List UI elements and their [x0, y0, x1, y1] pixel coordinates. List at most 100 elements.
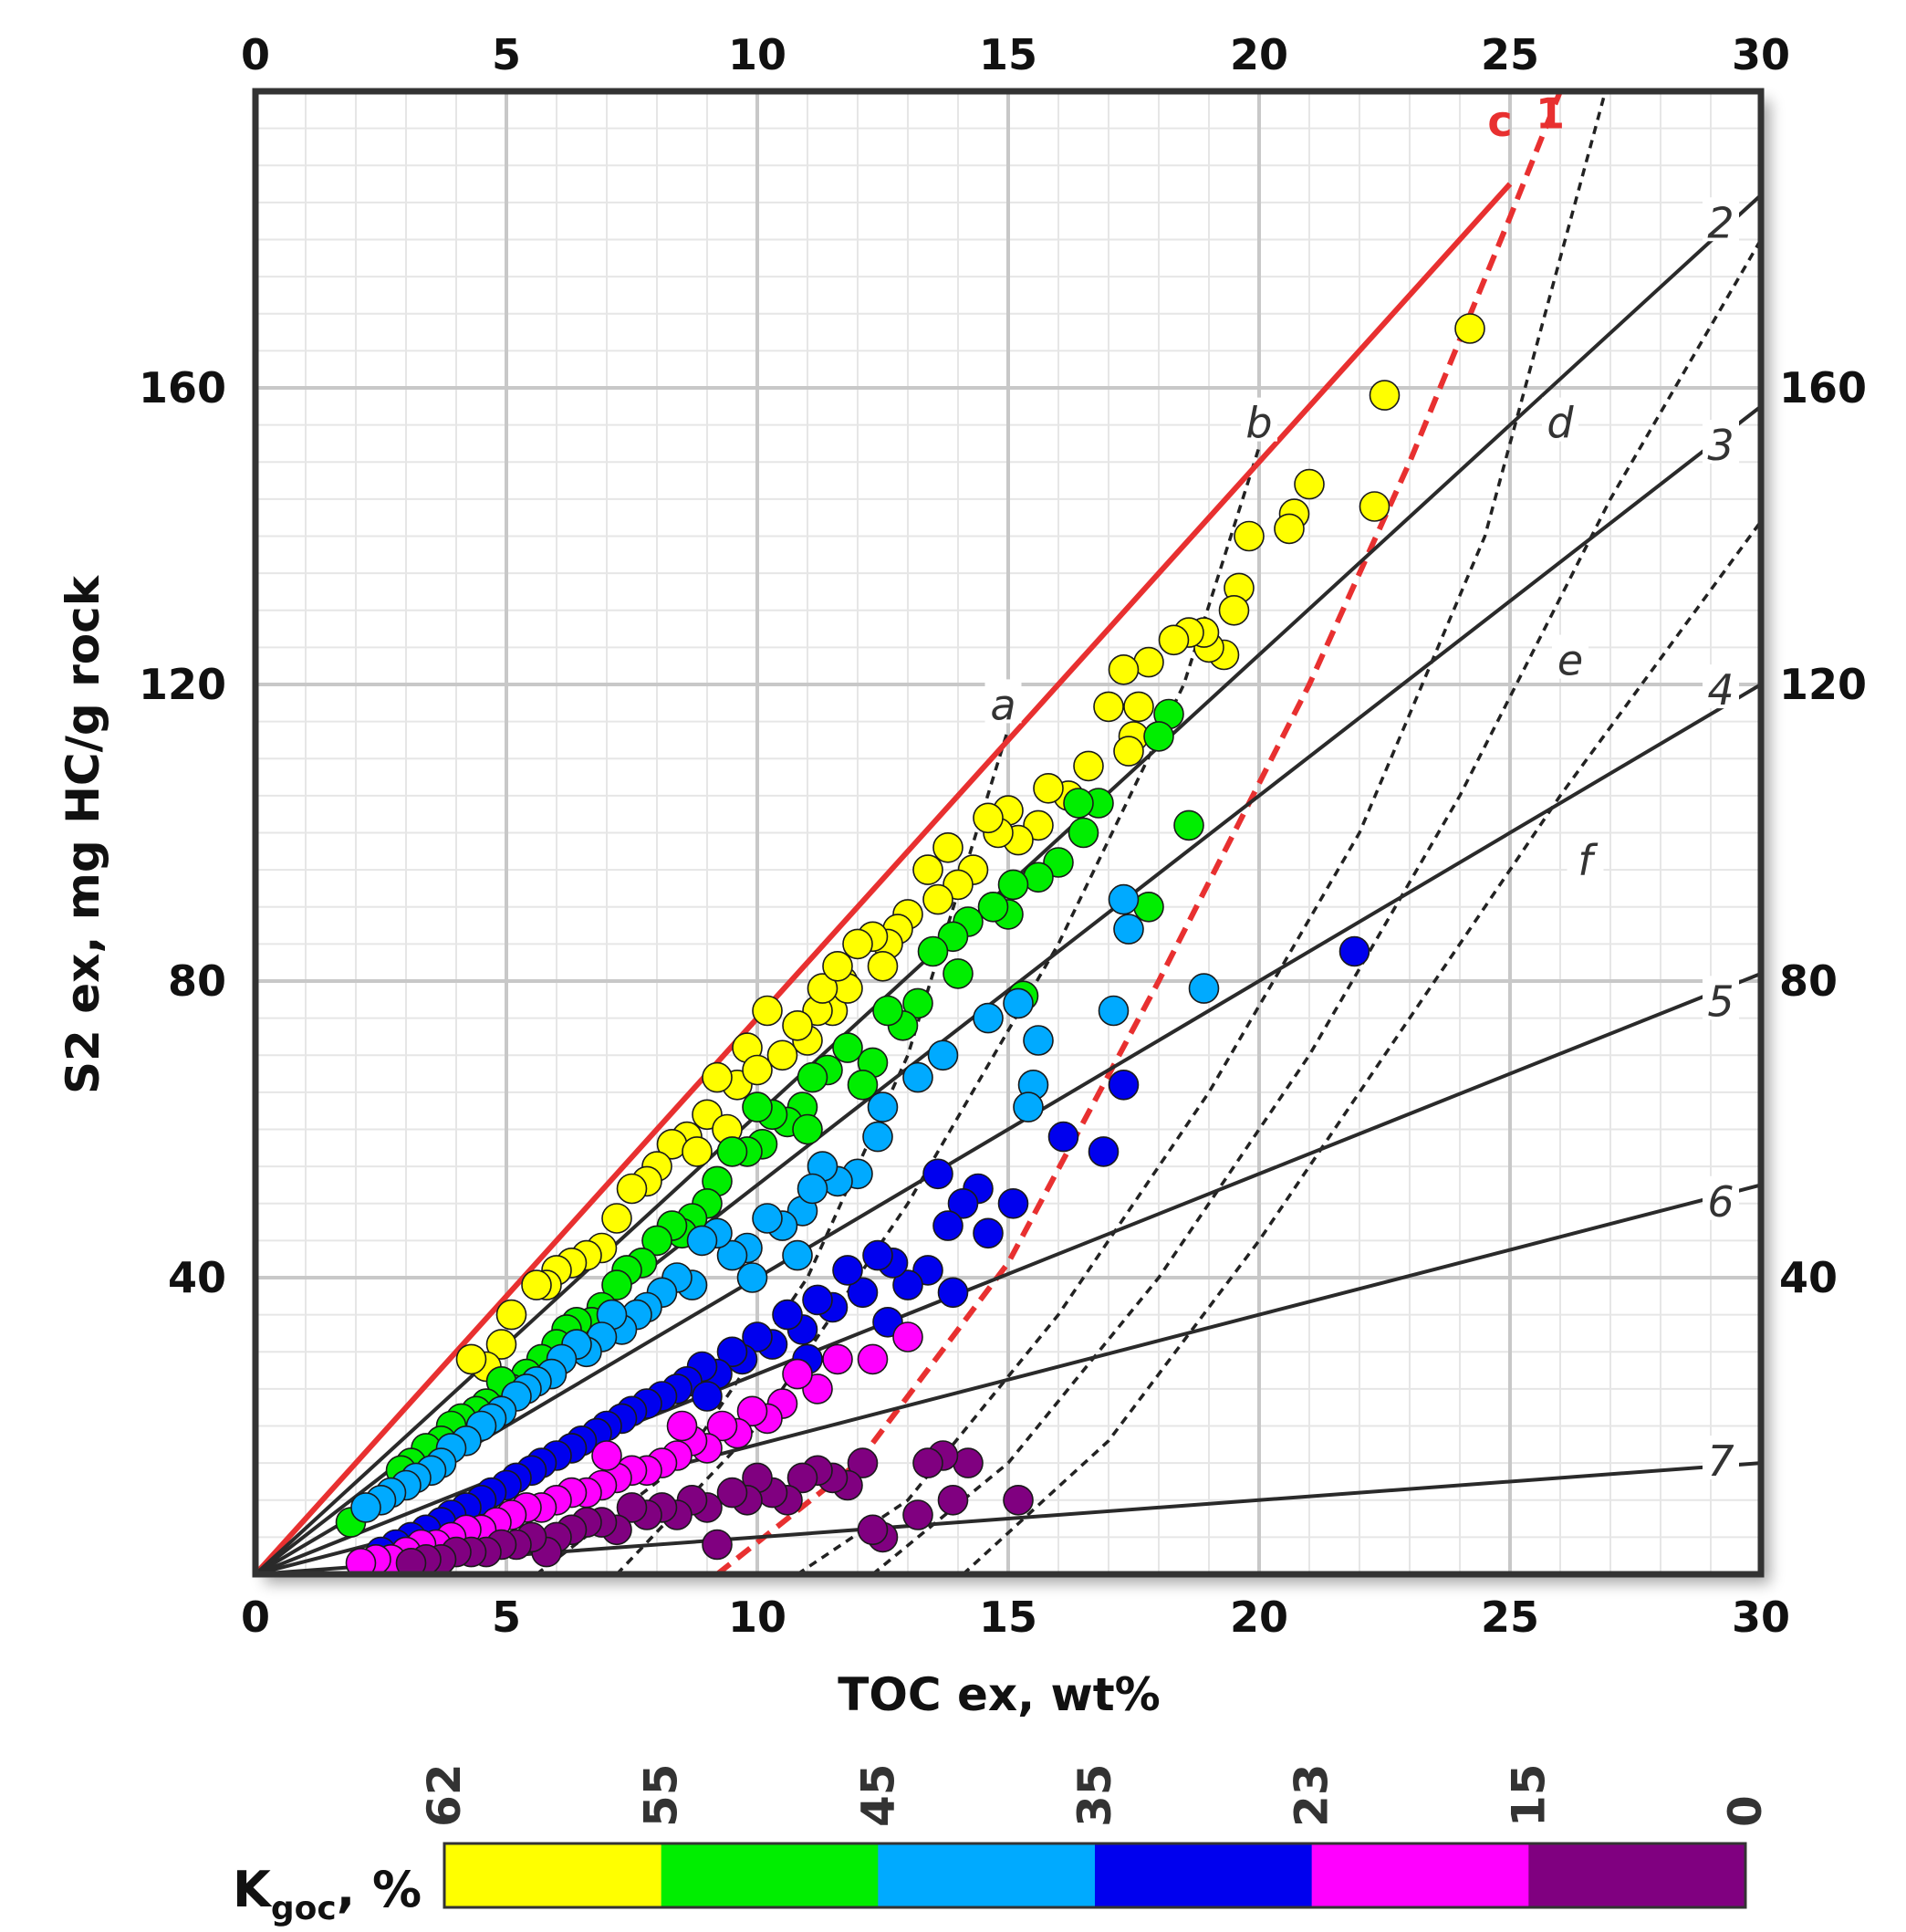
- y-tick-right-80: 80: [1779, 956, 1838, 1006]
- colorbar-tick-0: 0: [1719, 1795, 1772, 1827]
- colorbar-segment-5: [1528, 1843, 1746, 1907]
- data-point-23-15-33: [345, 1548, 377, 1574]
- line-label-5: 5: [1707, 976, 1734, 1026]
- data-point-15-0-2: [937, 1485, 969, 1516]
- colorbar-tick-35: 35: [1068, 1763, 1121, 1827]
- data-point-55-45-57: [943, 958, 974, 989]
- data-point-45-35-50: [736, 1262, 768, 1293]
- data-point-45-35-2: [1113, 914, 1144, 945]
- data-point-62-55-15: [1123, 691, 1154, 723]
- line-label-d: d: [1547, 399, 1574, 448]
- data-point-15-0-4: [912, 1447, 943, 1478]
- line-label-7: 7: [1707, 1436, 1734, 1486]
- data-point-62-55-3: [1294, 468, 1325, 500]
- data-point-45-35-11: [867, 1091, 899, 1123]
- data-point-45-35-0: [1188, 973, 1220, 1004]
- data-point-62-55-30: [912, 854, 943, 885]
- colorbar-tick-62: 62: [418, 1763, 471, 1827]
- y-tick-left-160: 160: [139, 363, 226, 413]
- colorbar-segment-4: [1311, 1843, 1529, 1907]
- x-tick-bottom-0: 0: [241, 1593, 270, 1642]
- colorbar-label-sub: goc: [271, 1890, 337, 1927]
- data-point-35-23-53: [937, 1277, 969, 1309]
- data-point-62-55-0: [1454, 313, 1485, 344]
- line-label-a: a: [990, 680, 1015, 729]
- data-point-45-35-8: [973, 1002, 1004, 1034]
- dashed-curve-c: [715, 91, 1563, 1574]
- y-tick-right-40: 40: [1779, 1253, 1838, 1302]
- data-point-35-23-19: [772, 1299, 803, 1331]
- data-point-62-55-62: [495, 1299, 527, 1331]
- data-point-55-45-6: [1063, 788, 1094, 819]
- data-point-55-45-20: [832, 1032, 863, 1063]
- line-label-bg: [1703, 1175, 1739, 1220]
- y-tick-right-120: 120: [1779, 660, 1867, 709]
- data-point-62-55-29: [932, 831, 963, 863]
- solid-line-4: [255, 683, 1761, 1574]
- data-point-62-55-68: [742, 1054, 773, 1086]
- data-point-23-15-35: [591, 1440, 622, 1471]
- data-point-23-15-9: [706, 1410, 738, 1442]
- data-point-45-35-17: [752, 1203, 783, 1234]
- x-tick-top-15: 15: [979, 30, 1037, 79]
- line-label-bg: [1552, 634, 1588, 679]
- data-point-45-35-48: [350, 1492, 381, 1523]
- data-point-35-23-1: [1108, 1070, 1140, 1101]
- data-point-35-23-52: [692, 1381, 723, 1412]
- data-point-45-35-9: [927, 1039, 959, 1071]
- y-axis-title: S2 ex, mg HC/g rock: [57, 574, 109, 1094]
- data-point-15-0-17: [716, 1477, 748, 1509]
- data-point-62-55-42: [822, 951, 853, 982]
- colorbar-segment-1: [661, 1843, 879, 1907]
- data-point-23-15-1: [857, 1343, 889, 1375]
- colorbar-tick-45: 45: [851, 1763, 904, 1827]
- data-point-55-45-17: [872, 995, 903, 1027]
- data-point-35-23-4: [997, 1188, 1029, 1219]
- x-tick-bottom-5: 5: [492, 1593, 521, 1642]
- line-label-e: e: [1557, 636, 1583, 685]
- data-point-15-0-12: [786, 1462, 818, 1494]
- data-point-55-45-14: [917, 935, 949, 967]
- solid-line-1: [255, 182, 1513, 1574]
- colorbar-label: Kgoc, %: [233, 1861, 422, 1927]
- data-point-62-55-6: [1234, 520, 1265, 552]
- data-point-23-15-4: [782, 1358, 813, 1390]
- data-point-62-55-71: [973, 802, 1004, 834]
- x-tick-top-25: 25: [1481, 30, 1539, 79]
- data-point-23-15-0: [892, 1321, 923, 1352]
- data-point-45-35-51: [797, 1173, 828, 1205]
- colorbar-frame: [443, 1842, 1747, 1909]
- data-point-45-35-3: [1098, 995, 1130, 1027]
- data-point-62-55-17: [1093, 691, 1124, 723]
- data-point-45-35-52: [862, 1121, 893, 1153]
- x-tick-top-5: 5: [492, 30, 521, 79]
- data-point-62-55-35: [842, 928, 873, 960]
- data-point-62-55-16: [1108, 653, 1140, 685]
- data-point-62-55-8: [1218, 594, 1250, 626]
- data-point-35-23-7: [947, 1188, 979, 1219]
- data-point-35-23-11: [892, 1269, 923, 1300]
- data-point-55-45-11: [977, 891, 1009, 923]
- y-tick-right-160: 160: [1779, 363, 1867, 413]
- x-tick-bottom-25: 25: [1481, 1593, 1539, 1642]
- data-point-45-35-19: [716, 1239, 748, 1271]
- data-point-35-23-0: [1338, 935, 1370, 967]
- data-point-55-45-37: [601, 1269, 632, 1300]
- data-point-62-55-1: [1369, 380, 1401, 411]
- data-point-62-55-19: [1113, 736, 1144, 767]
- x-axis-title: TOC ex, wt%: [838, 1668, 1160, 1721]
- line-label-bg: [984, 679, 1022, 724]
- data-point-62-55-13: [1158, 624, 1190, 656]
- line-label-3: 3: [1707, 421, 1734, 470]
- data-point-23-15-2: [822, 1343, 853, 1375]
- data-point-62-55-55: [601, 1203, 632, 1234]
- line-label-bg: [1241, 397, 1277, 442]
- data-point-55-45-9: [997, 869, 1029, 901]
- dashed-curve-e: [871, 238, 1761, 1574]
- data-point-55-45-22: [797, 1061, 828, 1093]
- data-point-45-35-6: [1013, 1091, 1044, 1123]
- x-tick-top-30: 30: [1732, 30, 1790, 79]
- data-point-45-35-7: [1003, 987, 1034, 1019]
